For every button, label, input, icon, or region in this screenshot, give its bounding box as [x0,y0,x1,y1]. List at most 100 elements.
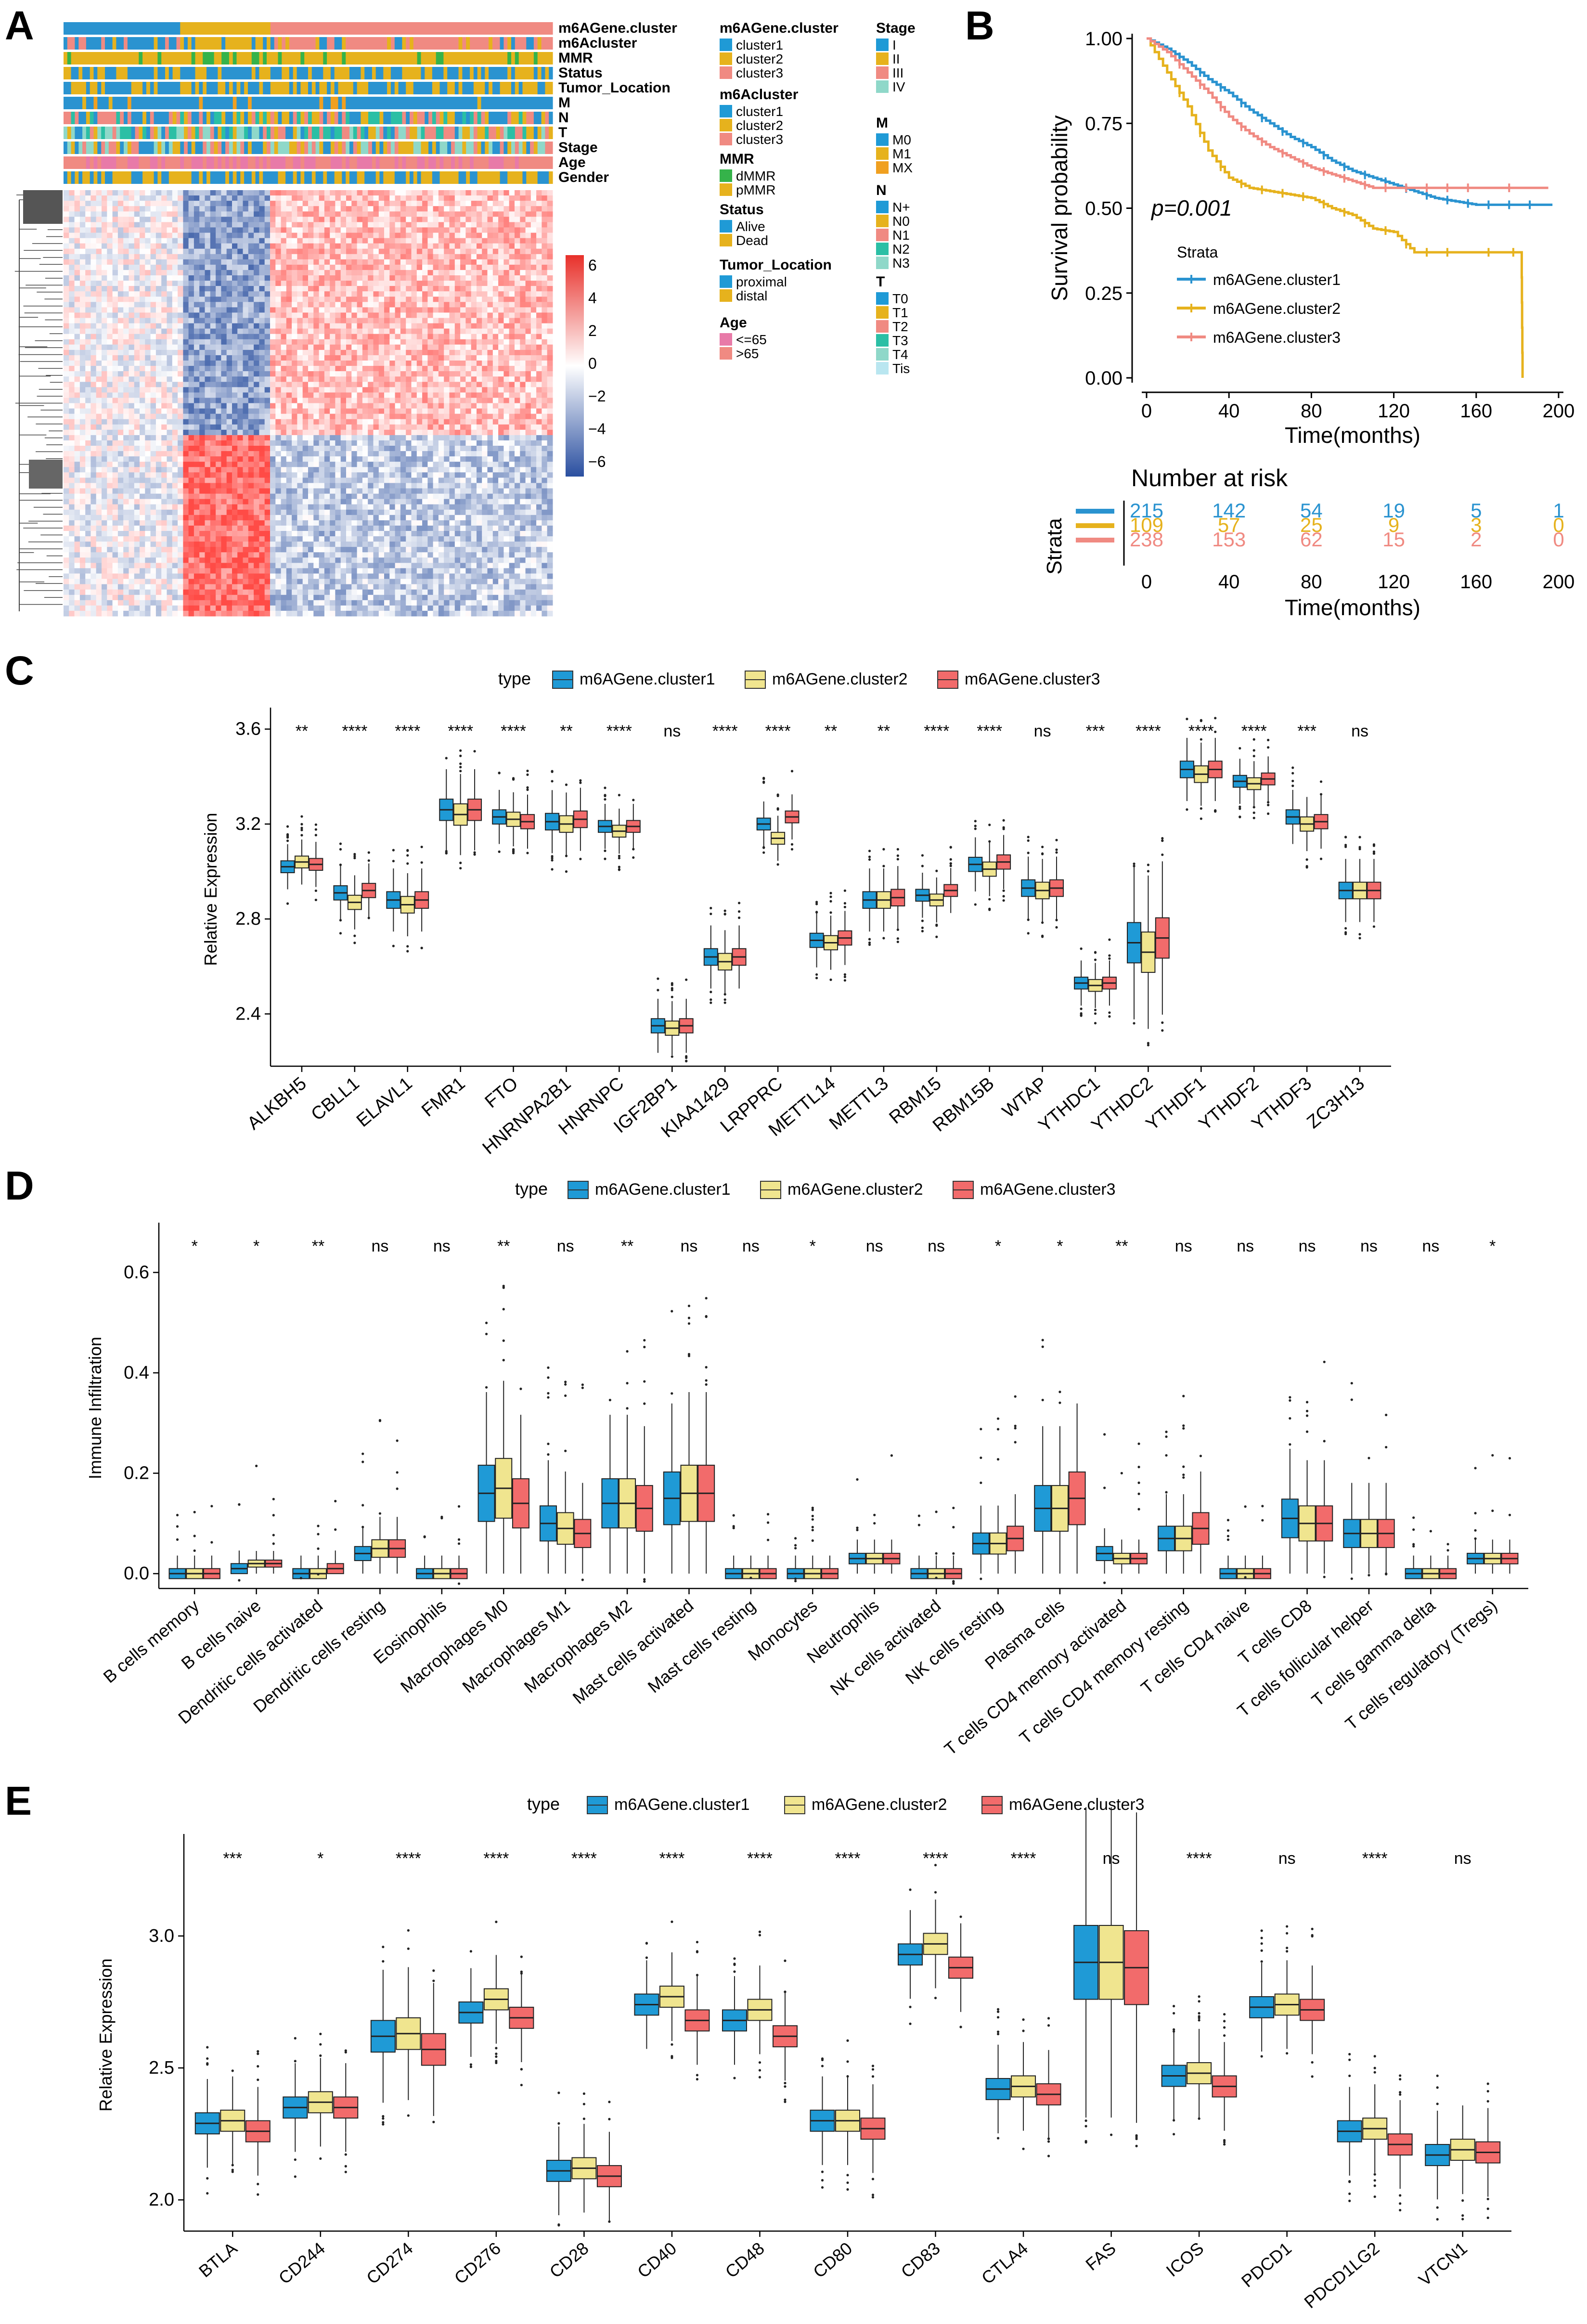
annotation-cell [425,37,429,50]
heatmap-cell [150,248,156,255]
annotation-cell [394,171,399,184]
heatmap-cell [422,264,428,271]
annotation-cell [206,22,211,35]
heatmap-cell [248,286,254,292]
heatmap-cell [302,339,309,345]
heatmap-cell [492,281,499,286]
heatmap-cell [194,318,200,324]
heatmap-cell [112,328,118,335]
heatmap-cell [85,312,91,318]
heatmap-cell [134,206,140,212]
heatmap-cell [112,307,118,313]
heatmap-cell [515,349,520,356]
annotation-cell [406,37,410,50]
annotation-cell [86,142,90,154]
annotation-cell [500,127,504,139]
heatmap-cell [123,297,129,302]
annotation-cell [454,97,459,109]
annotation-cell [522,67,527,79]
heatmap-cell [281,318,287,324]
heatmap-cell [308,264,314,271]
annotation-cell [221,156,226,169]
heatmap-cell [433,339,439,345]
heatmap-cell [281,248,287,255]
heatmap-cell [302,361,309,366]
annotation-cell [251,67,256,79]
heatmap-cell [471,217,477,222]
heatmap-cell [368,195,374,201]
heatmap-cell [188,371,194,377]
heatmap-cell [155,361,162,366]
heatmap-cell [482,302,488,308]
heatmap-cell [150,190,156,196]
annotation-cell [82,127,87,139]
heatmap-cell [498,307,504,313]
heatmap-cell [79,201,86,207]
heatmap-cell [509,366,515,372]
heatmap-cell [297,211,303,217]
heatmap-cell [281,264,287,271]
annotation-cell [451,112,455,124]
heatmap-cell [520,387,526,393]
annotation-cell [172,22,177,35]
heatmap-cell [281,243,287,249]
annotation-cell [330,156,335,169]
heatmap-cell [384,371,390,377]
heatmap-cell [536,371,542,377]
heatmap-cell [530,297,537,302]
annotation-cell [473,156,478,169]
heatmap-cell [102,259,107,265]
annotation-cell [229,22,233,35]
heatmap-cell [90,243,97,249]
heatmap-cell [319,232,325,239]
heatmap-cell [368,344,374,350]
heatmap-cell [547,248,553,255]
heatmap-cell [297,302,303,308]
heatmap-cell [509,339,515,345]
heatmap-cell [368,270,374,276]
heatmap-cell [226,222,232,228]
heatmap-cell [302,382,309,387]
heatmap-cell [90,387,97,393]
annotation-cell [541,142,545,154]
annotation-cell [549,82,553,94]
heatmap-cell [96,286,102,292]
annotation-cell [184,82,188,94]
annotation-cell [485,112,489,124]
heatmap-cell [286,387,292,393]
annotation-cell [368,82,373,94]
annotation-cell [240,127,245,139]
heatmap-cell [492,355,499,361]
annotation-cell [346,112,350,124]
annotation-cell [447,22,452,35]
heatmap-cell [313,361,320,366]
heatmap-cell [487,344,493,350]
heatmap-cell [482,328,488,335]
heatmap-cell [102,270,107,276]
heatmap-cell [259,248,265,255]
heatmap-cell [155,323,162,329]
heatmap-cell [155,195,162,201]
annotation-cell [120,22,124,35]
heatmap-cell [286,355,292,361]
annotation-cell [315,112,320,124]
annotation-cell [191,156,196,169]
heatmap-cell [547,211,553,217]
heatmap-cell [498,222,504,228]
annotation-cell [526,52,530,65]
heatmap-cell [444,355,450,361]
heatmap-cell [487,355,493,361]
annotation-cell [304,52,309,65]
annotation-cell [473,22,478,35]
heatmap-cell [471,382,477,387]
annotation-cell [353,67,358,79]
heatmap-cell [340,264,347,271]
heatmap-cell [460,339,466,345]
annotation-cell [417,37,421,50]
heatmap-cell [150,312,156,318]
heatmap-cell [275,344,282,350]
heatmap-cell [232,291,238,297]
annotation-cell [387,82,391,94]
heatmap-cell [64,201,69,207]
heatmap-cell [107,254,113,260]
